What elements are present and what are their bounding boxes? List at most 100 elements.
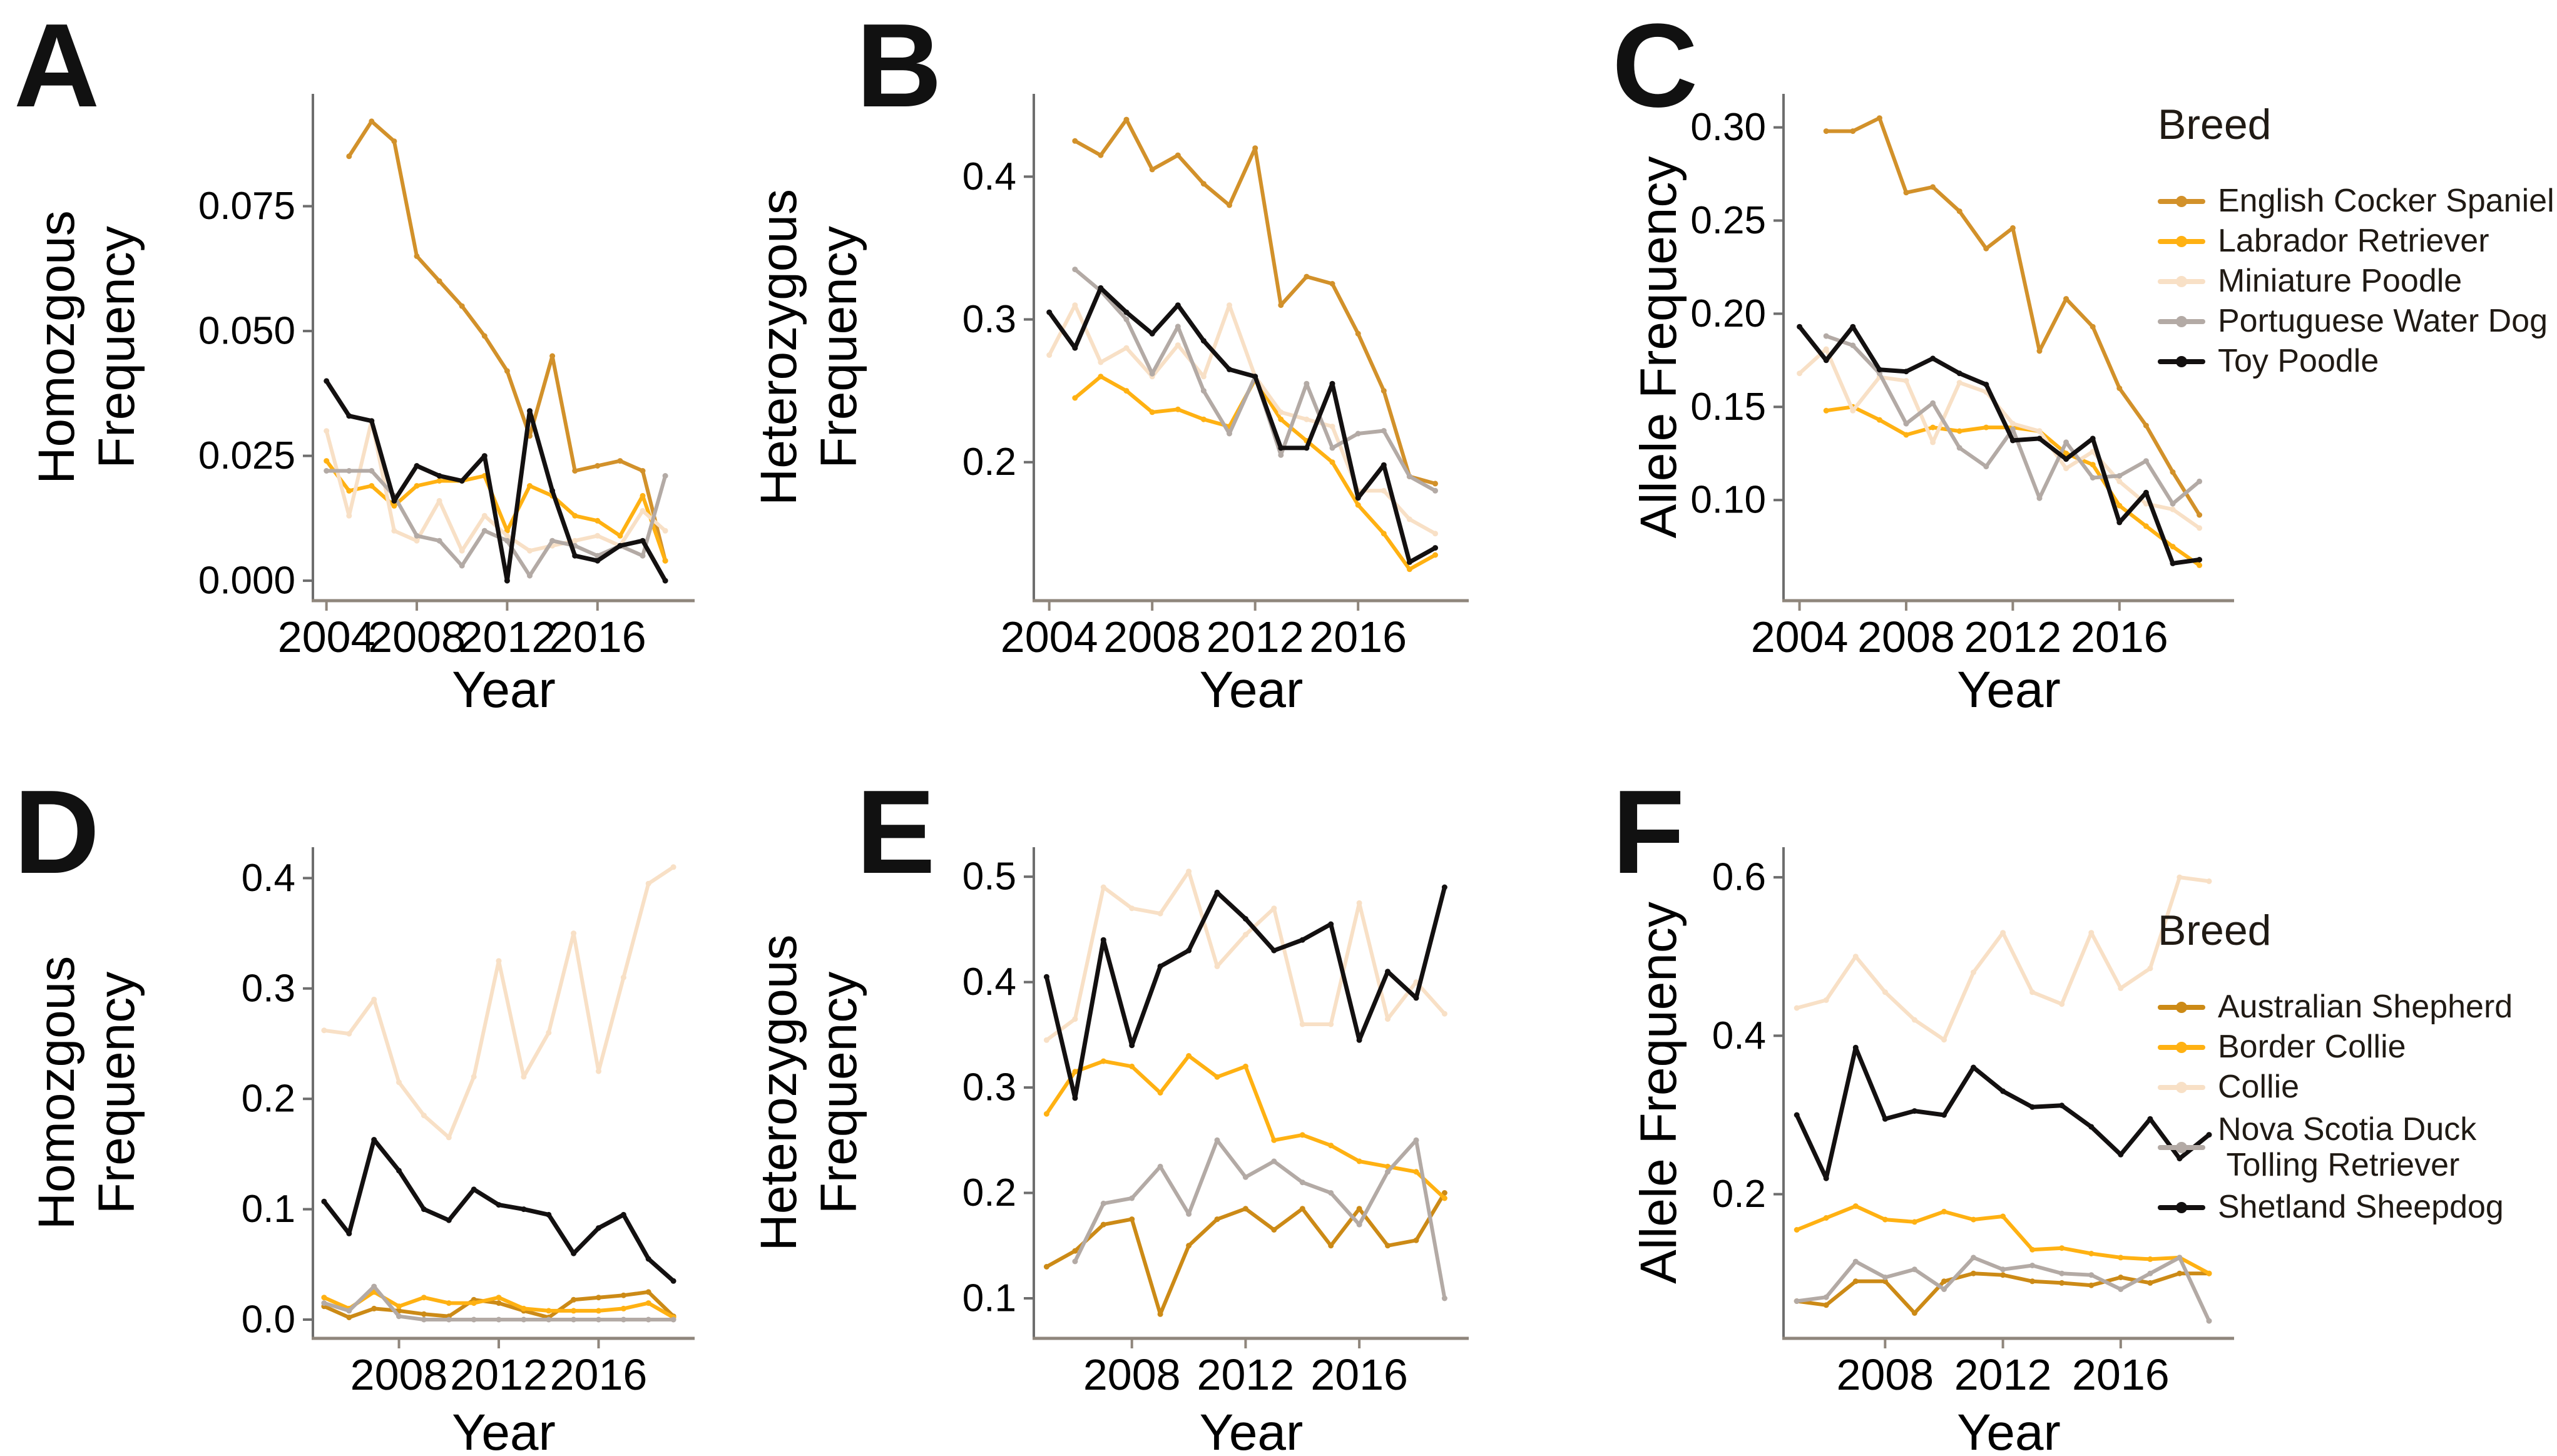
series-point-portuguese-water-dog	[1278, 452, 1284, 458]
series-point-collie	[1271, 905, 1277, 912]
series-point-nova-scotia-duck-tolling-retriever	[596, 1316, 601, 1323]
series-point-portuguese-water-dog	[2170, 501, 2176, 507]
series-point-border-collie	[2147, 1256, 2153, 1262]
series-point-border-collie	[1214, 1074, 1220, 1080]
series-point-australian-shepherd	[1242, 1206, 1248, 1212]
series-point-australian-shepherd	[1186, 1243, 1192, 1249]
series-point-nova-scotia-duck-tolling-retriever	[2059, 1270, 2065, 1276]
series-point-australian-shepherd	[1299, 1206, 1305, 1212]
series-point-shetland-sheepdog	[421, 1206, 427, 1213]
y-tick-label: 0.3	[962, 1066, 1016, 1109]
series-point-shetland-sheepdog	[1441, 884, 1447, 890]
series-point-collie	[1823, 997, 1829, 1003]
series-point-portuguese-water-dog	[1200, 388, 1207, 394]
series-point-collie	[1794, 1005, 1800, 1011]
series-point-australian-shepherd	[1157, 1311, 1163, 1317]
x-axis-title: Year	[452, 661, 556, 718]
legend-breeds-top: Breed English Cocker Spaniel Labrador Ret…	[2158, 100, 2557, 382]
series-point-english-cocker-spaniel	[1876, 115, 1882, 121]
series-line-english-cocker-spaniel	[1073, 118, 1437, 486]
series-point-labrador-retriever	[1123, 388, 1130, 394]
series-point-collie	[1941, 1037, 1947, 1043]
series-point-nova-scotia-duck-tolling-retriever	[1911, 1266, 1917, 1273]
series-point-miniature-poodle	[1200, 374, 1207, 380]
series-point-border-collie	[1072, 1069, 1078, 1075]
series-point-toy-poodle	[1355, 495, 1361, 501]
series-point-shetland-sheepdog	[645, 1256, 651, 1262]
series-point-labrador-retriever	[2197, 562, 2203, 568]
y-tick-label: 0.2	[1712, 1173, 1766, 1216]
series-point-nova-scotia-duck-tolling-retriever	[396, 1313, 402, 1320]
x-tick-label: 2012	[1207, 613, 1304, 661]
series-point-miniature-poodle	[1956, 380, 1962, 386]
series-point-border-collie	[2118, 1255, 2124, 1261]
series-point-australian-shepherd	[1271, 1227, 1277, 1233]
series-point-portuguese-water-dog	[2090, 475, 2096, 481]
x-tick-label: 2008	[350, 1350, 448, 1399]
series-point-shetland-sheepdog	[2000, 1088, 2006, 1094]
legend-key-line-icon	[2158, 236, 2205, 247]
series-line-miniature-poodle	[1047, 303, 1437, 536]
series-point-english-cocker-spaniel	[391, 138, 397, 145]
series-point-miniature-poodle	[2197, 525, 2203, 531]
y-axis-title: Heterozygous	[750, 935, 807, 1251]
series-point-shetland-sheepdog	[1328, 921, 1334, 927]
series-point-portuguese-water-dog	[1149, 370, 1155, 377]
series-point-miniature-poodle	[640, 507, 646, 514]
series-point-portuguese-water-dog	[504, 537, 510, 544]
series-point-australian-shepherd	[1328, 1243, 1334, 1249]
series-point-nova-scotia-duck-tolling-retriever	[620, 1316, 626, 1323]
series-point-english-cocker-spaniel	[1930, 184, 1936, 190]
series-point-nova-scotia-duck-tolling-retriever	[546, 1316, 552, 1323]
series-point-portuguese-water-dog	[414, 532, 420, 539]
series-point-nova-scotia-duck-tolling-retriever	[645, 1316, 651, 1323]
series-point-collie	[1072, 1016, 1078, 1022]
series-point-labrador-retriever	[436, 478, 442, 484]
x-tick-label: 2012	[1964, 613, 2062, 661]
series-point-collie	[1100, 884, 1106, 890]
series-point-miniature-poodle	[1304, 416, 1310, 422]
series-point-portuguese-water-dog	[346, 468, 352, 474]
series-point-shetland-sheepdog	[1356, 1037, 1362, 1043]
series-point-shetland-sheepdog	[2177, 1156, 2183, 1162]
series-point-nova-scotia-duck-tolling-retriever	[1299, 1179, 1305, 1186]
series-point-toy-poodle	[1406, 559, 1412, 565]
legend-entry-label: Collie	[2218, 1069, 2300, 1106]
series-point-australian-shepherd	[2147, 1280, 2153, 1286]
legend-entry-label: Shetland Sheepdog	[2218, 1189, 2504, 1226]
series-point-english-cocker-spaniel	[617, 458, 623, 464]
x-tick-label: 2004	[278, 613, 375, 661]
y-tick-label: 0.025	[198, 434, 295, 477]
series-point-miniature-poodle	[504, 532, 510, 539]
legend-entry: Shetland Sheepdog	[2158, 1188, 2557, 1228]
series-point-border-collie	[1441, 1195, 1447, 1201]
series-point-nova-scotia-duck-tolling-retriever	[1882, 1275, 1888, 1280]
series-line-english-cocker-spaniel	[1824, 116, 2202, 517]
series-point-toy-poodle	[324, 378, 330, 384]
series-point-portuguese-water-dog	[2009, 426, 2016, 432]
series-line-toy-poodle	[1047, 285, 1437, 564]
series-point-english-cocker-spaniel	[1983, 245, 1989, 252]
series-point-collie	[620, 974, 626, 980]
series-point-english-cocker-spaniel	[1098, 152, 1104, 158]
series-point-english-cocker-spaniel	[549, 353, 556, 359]
series-point-portuguese-water-dog	[324, 468, 330, 474]
legend-entries: Australian Shepherd Border Collie Collie No…	[2158, 987, 2557, 1228]
series-point-toy-poodle	[369, 418, 375, 424]
series-point-shetland-sheepdog	[2118, 1151, 2124, 1158]
series-point-portuguese-water-dog	[1432, 487, 1438, 494]
legend-key-line-icon	[2158, 1082, 2205, 1093]
series-point-border-collie	[1129, 1063, 1135, 1069]
series-point-portuguese-water-dog	[1355, 430, 1361, 437]
y-tick-label: 0.2	[242, 1077, 295, 1121]
series-point-nova-scotia-duck-tolling-retriever	[1242, 1174, 1248, 1180]
legend-entries: English Cocker Spaniel Labrador Retriever…	[2158, 181, 2557, 382]
series-point-nova-scotia-duck-tolling-retriever	[1157, 1163, 1163, 1169]
series-point-shetland-sheepdog	[396, 1168, 402, 1174]
series-point-portuguese-water-dog	[369, 468, 375, 474]
y-tick-label: 0.4	[242, 857, 295, 900]
series-point-portuguese-water-dog	[459, 563, 465, 569]
series-point-english-cocker-spaniel	[595, 463, 601, 469]
panel-letter-b: B	[856, 0, 942, 132]
series-point-english-cocker-spaniel	[1903, 190, 1909, 196]
